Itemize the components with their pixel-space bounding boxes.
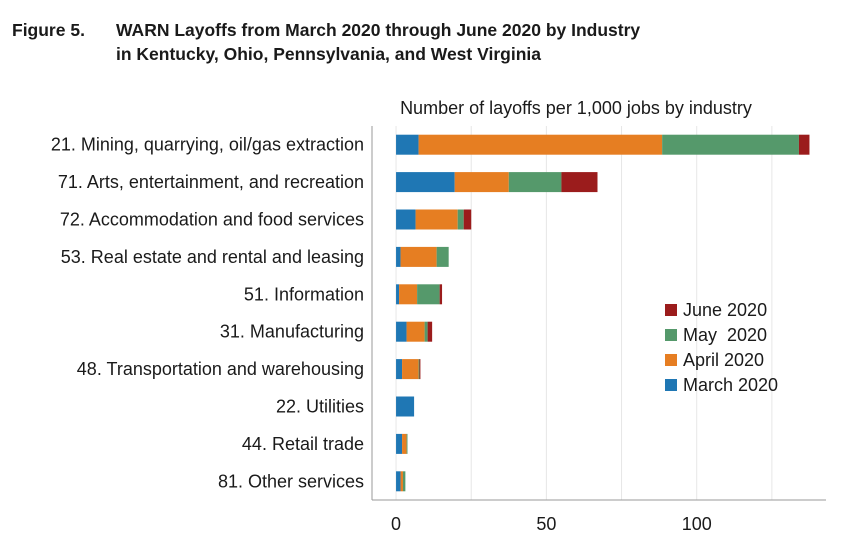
chart-title: Number of layoffs per 1,000 jobs by indu… [400,98,752,118]
category-label: 21. Mining, quarrying, oil/gas extractio… [51,135,364,155]
x-tick-label: 50 [536,514,556,534]
bar-segment [406,433,408,454]
bar-segment [402,359,419,380]
bar-segment [427,321,433,342]
axes [371,126,826,501]
bar-segment [419,359,421,380]
category-label: 48. Transportation and warehousing [77,359,364,379]
bar-segment [396,246,401,267]
bar-segment [396,471,401,492]
bar-segment [399,284,418,305]
figure-number: Figure 5. [12,20,85,40]
bar-segment [406,321,425,342]
legend-label: May 2020 [683,325,767,345]
x-tick-label: 0 [391,514,401,534]
bar-segment [417,284,440,305]
bar-segment [396,433,403,454]
legend-swatch [665,354,677,366]
bar-segment [396,172,455,193]
category-label: 53. Real estate and rental and leasing [61,247,364,267]
figure-title-line-1: WARN Layoffs from March 2020 through Jun… [116,20,641,40]
bar-segment [418,359,420,380]
legend-label: April 2020 [683,350,764,370]
bar-segment [402,433,407,454]
category-label: 31. Manufacturing [220,322,364,342]
category-label: 51. Information [244,284,364,304]
bar-segment [798,134,810,155]
bar-segment [418,134,663,155]
bar-segment [400,471,403,492]
category-label: 72. Accommodation and food services [60,210,364,230]
legend-label: June 2020 [683,300,767,320]
bar-segment [463,209,472,230]
legend-label: March 2020 [683,375,778,395]
bar-segment [662,134,799,155]
x-tick-label: 100 [682,514,712,534]
bar-segment [508,172,562,193]
bar-segment [454,172,509,193]
bar-segment [402,471,406,492]
category-label: 22. Utilities [276,397,364,417]
x-tick-labels: 0 50 100 [391,514,712,534]
legend-swatch [665,329,677,341]
category-labels: 21. Mining, quarrying, oil/gas extractio… [51,135,364,492]
legend-swatch [665,304,677,316]
category-label: 71. Arts, entertainment, and recreation [58,172,364,192]
bar-segment [561,172,598,193]
legend-swatch [665,379,677,391]
bar-segment [457,209,464,230]
legend: June 2020 May 2020 April 2020 March 2020 [665,300,778,395]
bar-segment [396,134,419,155]
figure-title: Figure 5. WARN Layoffs from March 2020 th… [12,18,640,66]
bars [396,134,810,492]
bar-segment [439,284,443,305]
bar-segment [396,284,400,305]
bar-segment [396,396,415,417]
bar-segment [436,246,449,267]
bar-segment [415,209,458,230]
figure-title-line-2: in Kentucky, Ohio, Pennsylvania, and Wes… [116,44,541,64]
category-label: 44. Retail trade [242,434,364,454]
bar-segment [396,321,407,342]
bar-segment [396,359,403,380]
bar-segment [424,321,428,342]
category-label: 81. Other services [218,471,364,491]
bar-segment [396,209,416,230]
bar-segment [400,246,437,267]
